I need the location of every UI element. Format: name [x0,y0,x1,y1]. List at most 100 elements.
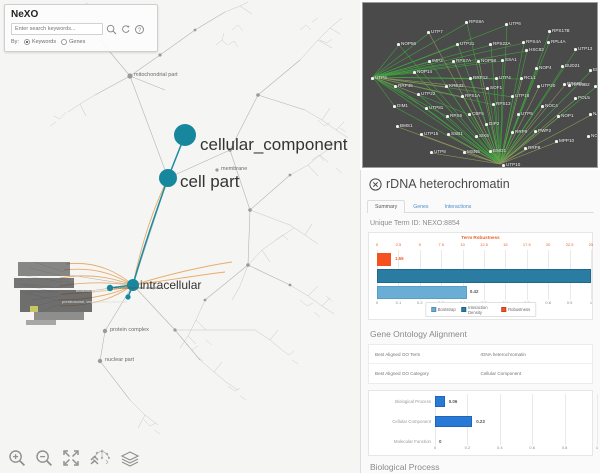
gene-node[interactable] [445,85,448,88]
gene-node[interactable] [371,77,374,80]
gene-node[interactable] [548,30,551,33]
gene-node[interactable] [413,71,416,74]
gene-label: RRP8 [528,145,541,150]
gene-node[interactable] [563,83,566,86]
gene-node[interactable] [547,41,550,44]
gene-node[interactable] [589,113,592,116]
gene-node[interactable] [394,85,397,88]
close-circle-icon[interactable] [369,177,382,191]
zoom-in-icon[interactable] [8,449,26,467]
gene-node[interactable] [574,48,577,51]
radio-genes[interactable] [61,39,68,45]
gene-label: SIK6 [479,133,489,138]
gene-node[interactable] [517,113,520,116]
gene-node[interactable] [522,41,525,44]
axis-tick-top: 22.5 [565,242,574,247]
detail-tabs[interactable]: Summary Genes Interactions [367,198,594,213]
help-icon[interactable]: ? [134,24,145,35]
gene-label: IMP3 [432,58,443,63]
axis-tick-top: 15 [503,242,508,247]
gene-node[interactable] [501,59,504,62]
gene-label: EMG1 [493,148,507,153]
gene-node[interactable] [393,105,396,108]
table-row: Best Aligned GO Term rDNA heterochromati… [369,345,592,364]
gene-node[interactable] [541,105,544,108]
gene-node[interactable] [505,23,508,26]
gene-node[interactable] [463,151,466,154]
gene-label: NOC4 [545,103,558,108]
search-panel[interactable]: NeXO ? By: Keywords Genes [4,4,158,52]
gene-node[interactable] [446,115,449,118]
gene-node[interactable] [525,49,528,52]
tab-summary[interactable]: Summary [367,200,406,213]
gene-node[interactable] [535,67,538,70]
gene-node[interactable] [537,85,540,88]
gene-node[interactable] [447,133,450,136]
gene-node[interactable] [425,107,428,110]
node-intracellular[interactable] [127,279,139,291]
hierarchy-network-view[interactable]: cellular_component cell part intracellul… [0,0,360,473]
search-input[interactable] [11,23,103,35]
collapse-network-icon[interactable] [89,449,111,467]
zoom-out-icon[interactable] [35,449,53,467]
gene-node[interactable] [469,77,472,80]
legend-item-interaction-density: Interaction Density [461,305,495,315]
gene-node[interactable] [417,93,420,96]
gene-node[interactable] [461,95,464,98]
gene-label: RPS22A [493,41,511,46]
gene-node[interactable] [456,43,459,46]
gene-node[interactable] [524,147,527,150]
hierarchy-subtrees [65,1,349,429]
gene-node[interactable] [557,115,560,118]
gene-node[interactable] [561,65,564,68]
gene-node[interactable] [492,103,495,106]
node-label-ribonucleoprotein-complex: ribonucleoprotein complex [114,285,161,290]
gene-node[interactable] [568,84,571,87]
gene-node[interactable] [495,77,498,80]
search-icon[interactable] [106,24,117,35]
gene-node[interactable] [520,77,523,80]
gene-node[interactable] [574,97,577,100]
gene-node[interactable] [430,151,433,154]
gene-node[interactable] [420,133,423,136]
gene-node[interactable] [485,123,488,126]
node-label-cell-part: cell part [180,172,240,191]
view-toolbar[interactable] [8,449,140,467]
gene-node[interactable] [477,60,480,63]
gene-network-graph[interactable] [363,3,598,168]
node-cellular-component[interactable] [174,124,196,146]
search-row[interactable]: ? [11,23,151,35]
gene-node[interactable] [465,21,468,24]
gene-node[interactable] [428,60,431,63]
tab-genes[interactable]: Genes [413,204,429,210]
gene-node[interactable] [475,135,478,138]
gene-node[interactable] [534,130,537,133]
search-by-row[interactable]: By: Keywords Genes [11,39,151,45]
node-label-membrane: membrane [221,166,248,172]
gene-node[interactable] [589,69,592,72]
gene-node[interactable] [397,43,400,46]
tab-interactions[interactable]: Interactions [444,204,472,210]
gene-node[interactable] [396,125,399,128]
gene-node[interactable] [511,131,514,134]
gene-node[interactable] [468,113,471,116]
gene-node[interactable] [511,95,514,98]
radio-keywords[interactable] [23,39,30,45]
refresh-icon[interactable] [120,24,131,35]
gene-interaction-network[interactable]: UTP9 NOP56 UTP7 RPS8A UTP6 RPS17B UTP21 RPS22A R… [362,2,598,168]
fit-to-screen-icon[interactable] [62,449,80,467]
gene-node[interactable] [452,60,455,63]
gene-node[interactable] [489,150,492,153]
gene-node[interactable] [486,87,489,90]
gene-node[interactable] [555,140,558,143]
node-cell-part[interactable] [159,169,177,187]
gene-node[interactable] [594,85,597,88]
gene-node[interactable] [502,164,505,167]
gene-node[interactable] [427,31,430,34]
gene-node[interactable] [489,43,492,46]
hierarchy-graph[interactable] [0,0,360,473]
gene-label: DIP2 [489,121,500,126]
gene-node[interactable] [587,135,590,138]
layers-icon[interactable] [120,449,140,467]
term-detail-panel[interactable]: rDNA heterochromatin Summary Genes Inter… [360,170,600,473]
